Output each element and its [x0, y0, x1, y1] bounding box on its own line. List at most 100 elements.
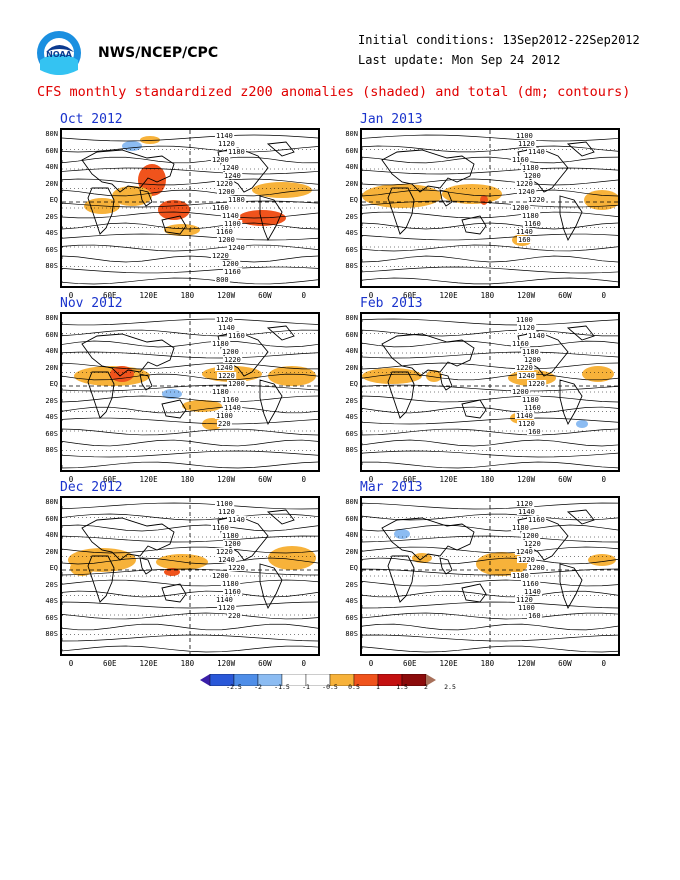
- latitude-label: 60S: [45, 429, 58, 438]
- latitude-label: 60N: [45, 146, 58, 155]
- contour-label: 1220: [518, 556, 535, 564]
- contour-label-bg: [211, 156, 231, 163]
- coastline: [87, 555, 115, 603]
- coastline: [387, 555, 415, 603]
- anomaly-shading: [162, 389, 182, 399]
- contour-label: 1200: [224, 540, 241, 548]
- contour-line: [62, 439, 318, 447]
- longitude-label: 0: [368, 475, 374, 484]
- contour-label: 1160: [512, 340, 529, 348]
- contour-line: [362, 612, 618, 620]
- anomaly-shading: [394, 529, 410, 539]
- contour-label-bg: [217, 188, 237, 195]
- colorbar-tick-label: 1: [376, 683, 380, 691]
- contour-line: [62, 568, 318, 576]
- contour-label-bg: [223, 540, 243, 547]
- contour-label: 1120: [218, 604, 235, 612]
- contour-label: 1220: [524, 540, 541, 548]
- longitude-label: 60W: [258, 659, 272, 668]
- map-svg: 1100112011401160118012001220124012201200…: [62, 498, 318, 654]
- contour-line: [62, 524, 318, 532]
- contour-label-bg: [515, 412, 535, 419]
- contour-label-bg: [523, 404, 543, 411]
- anomaly-shading: [480, 195, 488, 205]
- contour-label-bg: [215, 132, 235, 139]
- latitude-label: 80N: [45, 130, 58, 138]
- contour-label-bg: [521, 164, 541, 171]
- contour-label: 1180: [522, 348, 539, 356]
- coastline: [381, 149, 475, 193]
- longitude-label: 180: [480, 291, 495, 300]
- contour-label-bg: [215, 316, 235, 323]
- latitude-label: 80N: [345, 314, 358, 322]
- contour-label-bg: [217, 324, 237, 331]
- latitude-label: 20S: [345, 396, 358, 405]
- anomaly-shading: [182, 400, 222, 412]
- contour-label-bg: [227, 516, 247, 523]
- contour-label-bg: [221, 580, 241, 587]
- contour-label-bg: [215, 276, 230, 283]
- contour-label: 1220: [216, 180, 233, 188]
- latitude-label: 20S: [345, 580, 358, 589]
- anomaly-shading: [252, 182, 312, 198]
- contour-label-bg: [527, 564, 547, 571]
- longitude-label: 0: [301, 659, 306, 668]
- contour-label-bg: [521, 396, 541, 403]
- contour-line: [62, 450, 318, 458]
- map-area: 1140 1120 1180 1200 1240 1240 1220 1200 1180 1160…: [60, 128, 320, 288]
- latitude-label: EQ: [349, 380, 358, 388]
- longitude-label: 60E: [103, 291, 117, 300]
- contour-label-bg: [215, 596, 235, 603]
- colorbar-tick-label: 2: [424, 683, 428, 691]
- contour-line: [362, 634, 618, 642]
- latitude-label: 40N: [45, 347, 58, 355]
- latitude-label: EQ: [349, 196, 358, 204]
- longitude-label: 120W: [517, 475, 536, 484]
- colorbar-tick-label: -0.5: [322, 683, 338, 691]
- coastline: [87, 187, 115, 235]
- contour-label: 1180: [222, 580, 239, 588]
- contour-label-bg: [215, 500, 235, 507]
- contour-line: [62, 612, 318, 620]
- contour-label: 1180: [228, 196, 245, 204]
- latitude-label: 80S: [345, 630, 358, 638]
- contour-label: 1100: [516, 132, 533, 140]
- longitude-label: 180: [180, 659, 195, 668]
- contour-label: 1180: [212, 388, 229, 396]
- contour-line: [362, 318, 618, 326]
- latitude-label: 40S: [45, 229, 58, 237]
- latitude-label: 80N: [45, 498, 58, 506]
- contour-label: 1220: [228, 564, 245, 572]
- map-area: 1100 1120 1140 1160 1180 1200 1220 1240 1220 1200…: [360, 312, 620, 472]
- contour-label-bg: [217, 236, 237, 243]
- contour-line: [62, 362, 318, 370]
- contour-label-bg: [211, 524, 231, 531]
- contour-label: 160: [518, 236, 531, 244]
- panel-dec-2012: Dec 2012 1100 1120 1140 1160 1180 1200 1220 124…: [45, 480, 320, 668]
- contour-label: 1140: [228, 516, 245, 524]
- coastline: [439, 189, 453, 207]
- contour-label: 1180: [212, 340, 229, 348]
- contour-line: [362, 546, 618, 554]
- contour-line: [62, 178, 318, 186]
- contour-label: 1160: [212, 524, 229, 532]
- panel-title: Feb 2013: [360, 296, 423, 311]
- latitude-label: 60S: [45, 613, 58, 622]
- contour-line: [62, 351, 318, 359]
- coastline: [461, 399, 487, 419]
- contour-label: 1160: [524, 220, 541, 228]
- contour-line: [362, 645, 618, 653]
- contour-line: [62, 535, 318, 543]
- contour-line: [362, 167, 618, 175]
- coastline: [161, 399, 187, 419]
- longitude-label: 120W: [517, 659, 536, 668]
- contour-label: 1240: [216, 364, 233, 372]
- contour-label-bg: [521, 348, 541, 355]
- panel-title: Dec 2012: [60, 480, 123, 495]
- contour-label: 1220: [528, 380, 545, 388]
- latitude-label: 40N: [345, 163, 358, 171]
- contour-label-bg: [527, 148, 547, 155]
- coastline: [439, 557, 453, 575]
- contour-label-bg: [227, 564, 247, 571]
- contour-label-bg: [527, 332, 547, 339]
